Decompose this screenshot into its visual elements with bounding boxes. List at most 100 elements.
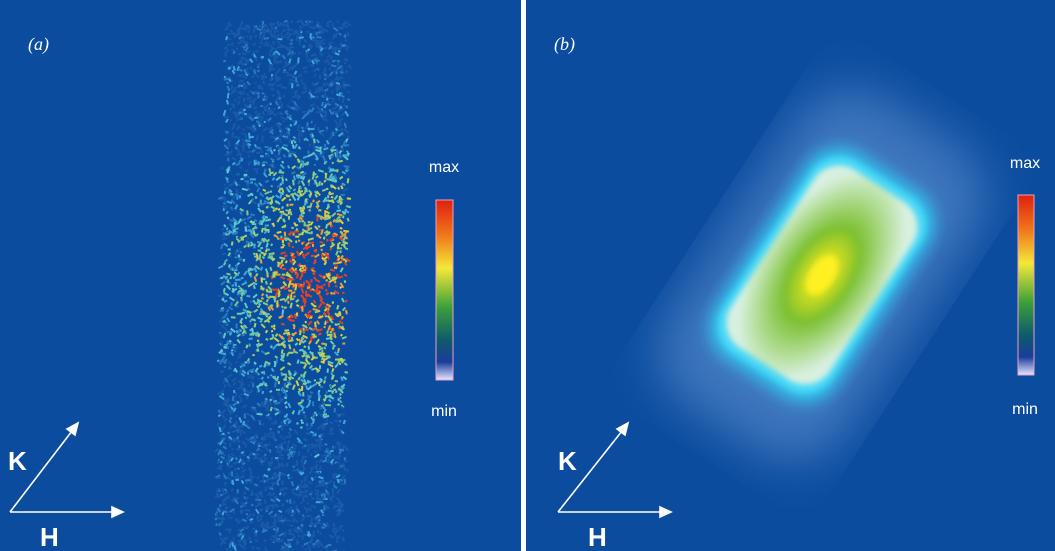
speckle xyxy=(248,375,255,381)
speckle xyxy=(270,130,275,135)
speckle xyxy=(223,495,229,502)
speckle xyxy=(301,208,306,215)
speckle xyxy=(291,491,296,495)
speckle xyxy=(243,392,250,397)
speckle xyxy=(222,261,227,266)
speckle xyxy=(284,391,288,398)
speckle xyxy=(346,21,352,27)
speckle xyxy=(234,146,239,151)
speckle xyxy=(263,473,269,478)
speckle xyxy=(238,538,245,543)
speckle xyxy=(231,131,235,138)
speckle xyxy=(299,361,306,365)
speckle xyxy=(261,92,265,95)
speckle xyxy=(319,377,323,381)
speckle xyxy=(313,123,317,129)
speckle xyxy=(326,255,330,260)
speckle xyxy=(246,60,249,64)
speckle xyxy=(230,301,233,307)
speckle xyxy=(265,242,269,248)
speckle xyxy=(240,479,245,485)
speckle xyxy=(282,331,288,335)
speckle xyxy=(303,137,308,141)
speckle xyxy=(248,100,255,104)
speckle xyxy=(265,118,269,122)
speckle xyxy=(283,396,288,400)
speckle xyxy=(287,402,292,409)
speckle xyxy=(237,398,243,405)
speckle xyxy=(338,428,343,435)
speckle xyxy=(321,133,325,137)
speckle xyxy=(265,298,269,303)
speckle xyxy=(302,155,309,159)
speckle xyxy=(246,30,251,34)
speckle xyxy=(216,507,221,513)
speckle xyxy=(310,36,315,41)
speckle xyxy=(337,512,342,517)
speckle xyxy=(322,46,328,50)
speckle xyxy=(303,39,308,43)
speckle xyxy=(239,320,243,325)
speckle xyxy=(237,67,243,72)
speckle xyxy=(258,221,262,226)
speckle xyxy=(340,333,343,337)
speckle xyxy=(347,152,351,156)
speckle xyxy=(263,479,267,484)
speckle xyxy=(271,34,275,38)
speckle xyxy=(281,146,288,151)
speckle xyxy=(253,483,259,487)
speckle xyxy=(234,300,240,307)
speckle xyxy=(230,48,234,52)
speckle xyxy=(274,401,281,405)
speckle xyxy=(292,62,299,68)
speckle xyxy=(320,30,325,35)
speckle xyxy=(280,251,286,255)
speckle xyxy=(313,433,317,437)
speckle xyxy=(311,418,316,424)
speckle xyxy=(233,86,237,93)
speckle xyxy=(258,24,262,27)
speckle xyxy=(336,312,341,318)
speckle xyxy=(306,426,312,431)
speckle xyxy=(305,245,312,251)
speckle xyxy=(326,82,332,89)
speckle xyxy=(244,169,249,173)
speckle xyxy=(307,399,312,406)
speckle xyxy=(314,443,318,450)
speckle xyxy=(230,192,234,196)
speckle xyxy=(339,226,343,230)
speckle xyxy=(262,24,268,28)
speckle xyxy=(283,297,289,303)
speckle xyxy=(323,380,326,384)
speckle xyxy=(260,201,267,207)
speckle xyxy=(283,306,287,309)
speckle xyxy=(258,343,263,347)
speckle xyxy=(308,540,313,544)
speckle xyxy=(274,136,280,141)
speckle xyxy=(264,268,269,273)
colorbar xyxy=(1017,194,1035,376)
speckle xyxy=(288,138,292,144)
speckle xyxy=(309,288,313,292)
speckle xyxy=(249,113,253,118)
speckle xyxy=(301,324,307,328)
speckle xyxy=(334,461,338,465)
speckle xyxy=(229,107,233,112)
speckle xyxy=(298,329,302,336)
speckle xyxy=(279,358,285,362)
speckle xyxy=(291,315,295,319)
speckle xyxy=(290,106,296,111)
speckle xyxy=(324,128,328,133)
speckle xyxy=(338,92,342,97)
speckle xyxy=(226,168,231,174)
speckle xyxy=(234,467,237,472)
speckle xyxy=(230,102,236,109)
speckle xyxy=(222,332,227,339)
speckle xyxy=(300,175,303,180)
speckle xyxy=(317,344,322,349)
speckle xyxy=(328,496,334,503)
speckle xyxy=(234,193,239,199)
speckle xyxy=(223,77,229,81)
speckle xyxy=(335,75,340,81)
speckle xyxy=(315,104,320,110)
